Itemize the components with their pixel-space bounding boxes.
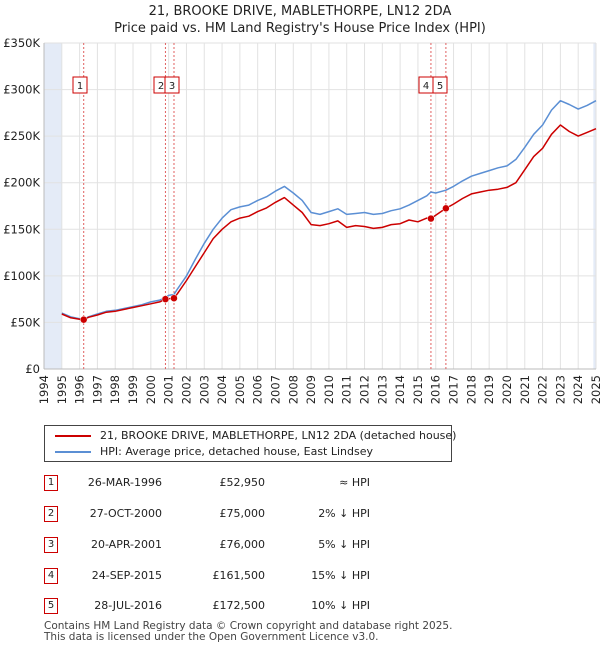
sale-point: [170, 294, 178, 302]
property-series-line: [61, 124, 597, 321]
sale-row: 1 26-MAR-1996 £52,950 ≈ HPI: [0, 475, 600, 493]
sale-price: £161,500: [212, 569, 266, 582]
x-tick-label: 2025: [589, 375, 600, 404]
sale-row: 5 28-JUL-2016 £172,500 10% ↓ HPI: [0, 598, 600, 616]
y-tick-label: £0: [25, 362, 40, 376]
sale-date: 24-SEP-2015: [91, 569, 162, 582]
sale-row: 4 24-SEP-2015 £161,500 15% ↓ HPI: [0, 568, 600, 586]
sale-date: 27-OCT-2000: [89, 507, 162, 520]
x-tick-label: 2005: [233, 375, 247, 404]
sale-price: £76,000: [219, 538, 266, 551]
footer-licence: This data is licensed under the Open Gov…: [44, 631, 379, 643]
x-tick-label: 1994: [37, 375, 51, 404]
x-tick-label: 2002: [179, 375, 193, 404]
sale-marker-label: 2: [158, 81, 164, 92]
sale-marker-label: 4: [423, 81, 429, 92]
legend-swatch-hpi: [55, 451, 91, 453]
x-tick-label: 1998: [108, 375, 122, 404]
sale-price: £52,950: [219, 476, 266, 489]
x-tick-label: 2001: [162, 375, 176, 404]
x-tick-label: 2003: [197, 375, 211, 404]
x-tick-label: 2010: [322, 375, 336, 404]
sale-date: 28-JUL-2016: [94, 599, 162, 612]
sale-point: [427, 214, 435, 223]
x-tick-label: 2013: [375, 375, 389, 404]
legend-label-hpi: HPI: Average price, detached house, East…: [100, 445, 374, 458]
sale-point: [161, 295, 170, 303]
x-tick-label: 1999: [126, 375, 140, 404]
legend: 21, BROOKE DRIVE, MABLETHORPE, LN12 2DA …: [44, 425, 456, 462]
chart-title-block: 21, BROOKE DRIVE, MABLETHORPE, LN12 2DA …: [0, 3, 600, 37]
sale-row: 2 27-OCT-2000 £75,000 2% ↓ HPI: [0, 506, 600, 524]
x-tick-label: 2022: [536, 375, 550, 404]
sale-marker-label: 1: [77, 81, 83, 92]
y-tick-label: £100K: [3, 269, 40, 283]
sale-marker-label: 3: [169, 81, 175, 92]
x-tick-label: 2014: [393, 375, 407, 404]
chart-title: 21, BROOKE DRIVE, MABLETHORPE, LN12 2DA: [148, 4, 452, 19]
sale-hpi-comparison: 15% ↓ HPI: [311, 569, 370, 582]
x-tick-label: 2004: [215, 375, 229, 404]
sale-marker-label: 5: [437, 81, 443, 92]
x-tick-label: 2012: [358, 375, 372, 404]
sale-number-badge: 1: [44, 475, 58, 491]
sale-hpi-comparison: 2% ↓ HPI: [318, 507, 370, 520]
sale-point: [442, 204, 450, 213]
y-tick-label: £150K: [3, 222, 40, 236]
legend-swatch-property: [55, 435, 91, 437]
sale-number-badge: 4: [44, 568, 58, 584]
x-tick-label: 2006: [251, 375, 265, 404]
sale-marker-box: [432, 76, 448, 94]
plot-area: [44, 43, 596, 369]
y-tick-label: £300K: [3, 83, 40, 97]
x-tick-label: 2024: [571, 375, 585, 404]
x-tick-label: 2000: [144, 375, 158, 404]
x-tick-label: 2008: [286, 375, 300, 404]
footer-notice: Contains HM Land Registry data © Crown c…: [44, 621, 452, 643]
y-tick-label: £250K: [3, 129, 40, 143]
x-tick-label: 2011: [340, 375, 354, 404]
y-tick-label: £50K: [11, 315, 41, 329]
x-tick-label: 2021: [518, 375, 532, 404]
post-data-band: [593, 43, 596, 369]
sale-hpi-comparison: 10% ↓ HPI: [311, 599, 370, 612]
sale-marker-box: [72, 76, 88, 94]
x-tick-label: 2020: [500, 375, 514, 404]
x-tick-label: 2019: [482, 375, 496, 404]
x-tick-label: 2009: [304, 375, 318, 404]
legend-label-property: 21, BROOKE DRIVE, MABLETHORPE, LN12 2DA …: [100, 429, 457, 442]
footer-copyright: Contains HM Land Registry data © Crown c…: [44, 620, 453, 632]
sale-number-badge: 2: [44, 506, 58, 522]
x-tick-label: 1995: [55, 375, 69, 404]
sale-hpi-comparison: 5% ↓ HPI: [318, 538, 370, 551]
sale-price: £75,000: [219, 507, 266, 520]
hpi-series-line: [61, 99, 597, 321]
x-tick-label: 2018: [464, 375, 478, 404]
x-tick-label: 1996: [73, 375, 87, 404]
sale-price: £172,500: [212, 599, 266, 612]
sale-number-badge: 5: [44, 598, 58, 614]
x-tick-label: 2017: [447, 375, 461, 404]
x-tick-label: 1997: [90, 375, 104, 404]
sale-date: 20-APR-2001: [90, 538, 162, 551]
sale-hpi-comparison: ≈ HPI: [339, 476, 370, 489]
x-tick-label: 2015: [411, 375, 425, 404]
pre-data-band: [44, 43, 62, 369]
sale-point: [79, 315, 88, 324]
x-tick-label: 2023: [553, 375, 567, 404]
sale-number-badge: 3: [44, 537, 58, 553]
sale-marker-box: [164, 76, 180, 94]
sale-row: 3 20-APR-2001 £76,000 5% ↓ HPI: [0, 537, 600, 555]
x-tick-label: 2007: [268, 375, 282, 404]
y-tick-label: £200K: [3, 176, 40, 190]
y-tick-label: £350K: [3, 36, 40, 50]
sale-date: 26-MAR-1996: [87, 476, 162, 489]
x-tick-label: 2016: [429, 375, 443, 404]
chart-subtitle: Price paid vs. HM Land Registry's House …: [114, 21, 486, 36]
price-chart: £0 £50K £100K £150K £200K £250K £300K £350K 1994…: [3, 36, 600, 404]
